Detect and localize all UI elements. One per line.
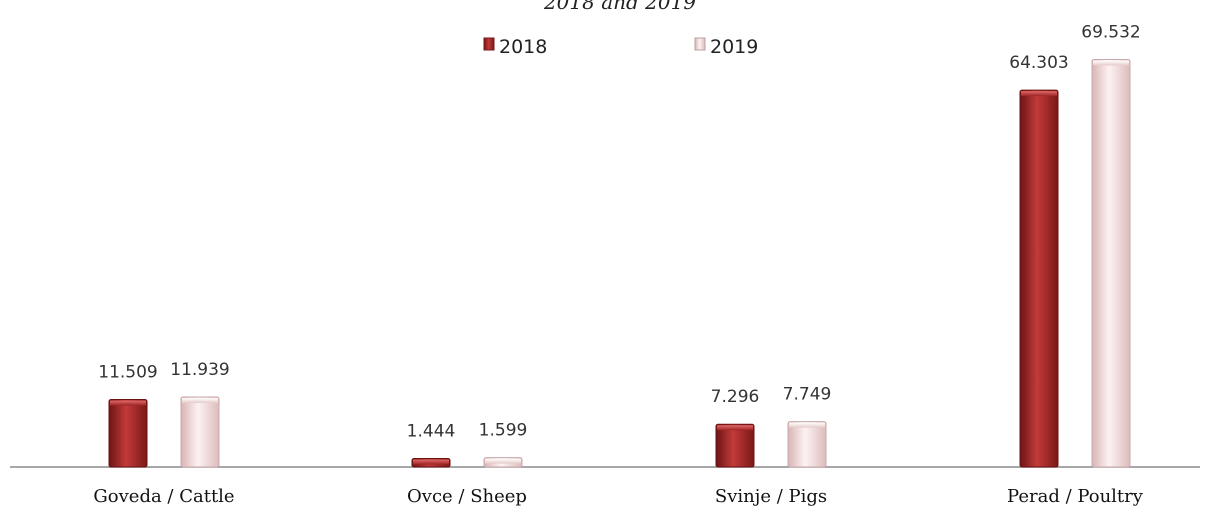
bar-pigs-2019 — [787, 421, 827, 468]
value-label-pigs-2018: 7.296 — [711, 387, 760, 407]
bar-pigs-2018 — [715, 423, 755, 468]
value-labels-layer: 11.509 11.939 1.444 1.599 7.296 7.749 64.303 69… — [98, 22, 1140, 441]
legend: 2018 2019 — [483, 36, 758, 58]
bar-top-cattle-2018 — [110, 400, 146, 406]
bar-top-pigs-2019 — [789, 422, 825, 428]
category-label-sheep: Ovce / Sheep — [407, 486, 527, 507]
bar-top-pigs-2018 — [717, 425, 753, 431]
value-label-poultry-2018: 64.303 — [1009, 53, 1068, 73]
legend-swatch-2018 — [483, 37, 495, 51]
category-label-cattle: Goveda / Cattle — [93, 486, 234, 507]
bar-poultry-2019 — [1091, 58, 1131, 468]
value-label-sheep-2019: 1.599 — [479, 421, 528, 441]
value-label-poultry-2019: 69.532 — [1081, 22, 1140, 42]
bars-layer — [108, 58, 1131, 468]
bar-cattle-2018 — [108, 399, 148, 468]
value-label-cattle-2018: 11.509 — [98, 363, 157, 383]
legend-label-2019: 2019 — [710, 36, 758, 58]
chart-subtitle: 2018 and 2019 — [543, 0, 696, 14]
bar-top-sheep-2019 — [485, 458, 521, 464]
category-label-pigs: Svinje / Pigs — [715, 486, 827, 507]
bar-poultry-2018 — [1019, 89, 1059, 468]
category-label-poultry: Perad / Poultry — [1007, 486, 1144, 507]
value-label-cattle-2019: 11.939 — [170, 360, 229, 380]
legend-label-2018: 2018 — [499, 36, 547, 58]
legend-swatch-2019 — [694, 37, 706, 51]
bar-top-poultry-2018 — [1021, 91, 1057, 97]
value-label-pigs-2019: 7.749 — [783, 385, 832, 405]
value-label-sheep-2018: 1.444 — [407, 422, 456, 442]
bar-top-sheep-2018 — [413, 459, 449, 465]
bar-top-poultry-2019 — [1093, 60, 1129, 66]
bar-top-cattle-2019 — [182, 398, 218, 404]
bar-cattle-2019 — [180, 396, 220, 468]
category-labels-layer: Goveda / Cattle Ovce / Sheep Svinje / Pigs… — [93, 486, 1143, 507]
